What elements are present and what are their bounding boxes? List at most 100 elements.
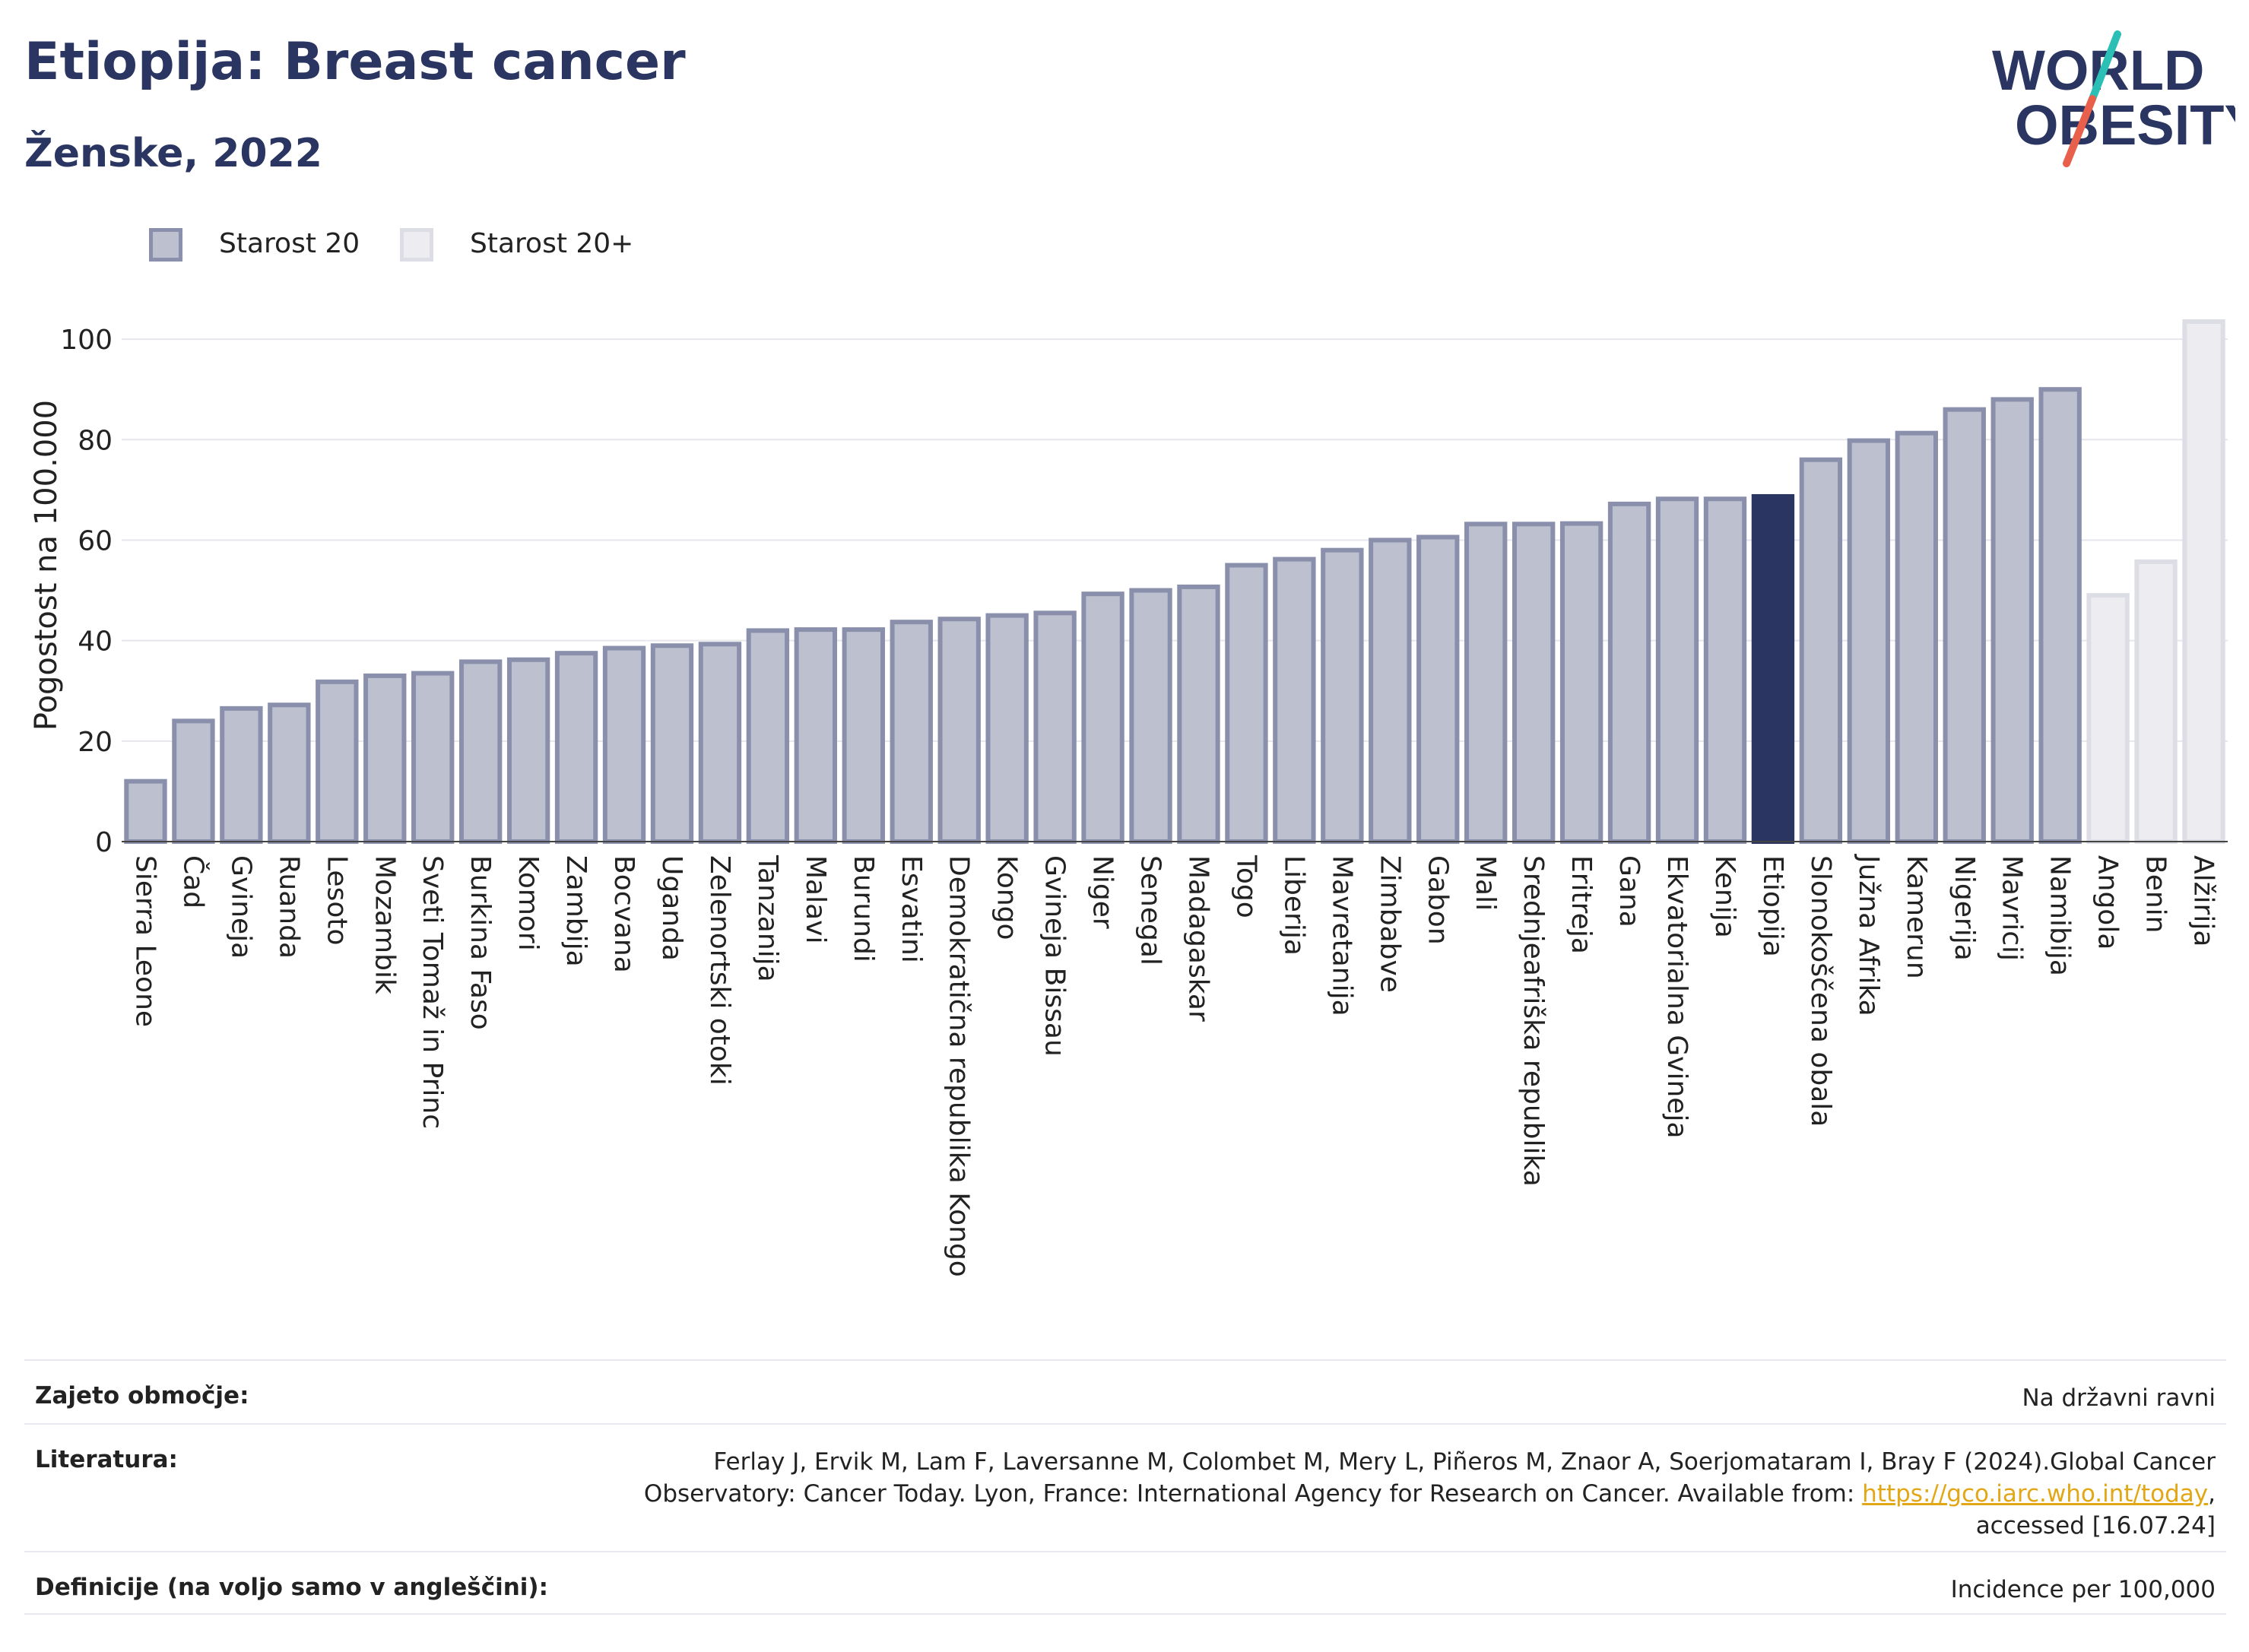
bar-kongo <box>985 613 1029 844</box>
x-tick-label-lesoto: Lesoto <box>321 855 352 946</box>
footer-table: Zajeto območje: Na državni ravni Literat… <box>24 1359 2226 1615</box>
bar-gana <box>1607 501 1651 844</box>
literature-line-2: Observatory: Cancer Today. Lyon, France:… <box>644 1478 2216 1510</box>
bar-liberija <box>1273 556 1316 844</box>
y-axis-title: Pogostost na 100.000 <box>29 400 64 731</box>
x-tick-label-zelenortski-otoki: Zelenortski otoki <box>704 855 735 1086</box>
bar-bocvana <box>602 645 646 844</box>
y-tick-label-100: 100 <box>60 325 113 356</box>
footer-row-coverage: Zajeto območje: Na državni ravni <box>24 1359 2226 1423</box>
legend-label-starost-20-plus: Starost 20+ <box>470 228 634 259</box>
bar-niger <box>1081 591 1124 844</box>
y-tick-label-60: 60 <box>78 525 113 556</box>
gco-link[interactable]: https://gco.iarc.who.int/today <box>1862 1480 2209 1508</box>
x-tick-label-mozambik: Mozambik <box>369 855 400 994</box>
definitions-value: Incidence per 100,000 <box>1950 1576 2216 1603</box>
bar-zambija <box>554 651 598 844</box>
bar-nigerija <box>1943 407 1986 845</box>
bar-srednjeafriska-republika <box>1511 522 1556 844</box>
bar-esvatini <box>890 620 933 844</box>
y-tick-label-0: 0 <box>95 827 113 858</box>
bar-mavricij <box>1990 397 2034 844</box>
x-tick-label-etiopija: Etiopija <box>1757 855 1788 957</box>
bar-togo <box>1225 563 1268 844</box>
bar-sveti-tomaz-in-princ <box>411 671 455 844</box>
definitions-label: Definicije (na voljo samo v angleščini): <box>35 1574 548 1601</box>
x-tick-label-sierra-leone: Sierra Leone <box>129 855 160 1027</box>
x-tick-label-namibija: Namibija <box>2044 855 2076 976</box>
logo-text-obesity: OBESITY <box>2015 94 2235 157</box>
x-tick-label-mali: Mali <box>1470 855 1501 911</box>
x-tick-label-senegal: Senegal <box>1135 855 1166 966</box>
bar-mavretanija <box>1321 547 1364 844</box>
bar-mozambik <box>363 673 407 844</box>
x-tick-label-zimbabve: Zimbabve <box>1374 855 1405 993</box>
x-tick-label-cad: Čad <box>177 855 209 908</box>
x-tick-label-mavricij: Mavricij <box>1997 855 2028 961</box>
x-tick-label-bocvana: Bocvana <box>608 855 639 973</box>
x-tick-label-alzirija: Alžirija <box>2188 855 2219 946</box>
x-tick-label-slonokoscena-obala: Slonokoščena obala <box>1805 855 1836 1127</box>
bar-lesoto <box>316 679 359 845</box>
bar-burkina-faso <box>458 659 503 844</box>
literature-line-2-text: Observatory: Cancer Today. Lyon, France:… <box>643 1480 1863 1508</box>
coverage-value: Na državni ravni <box>2022 1384 2216 1412</box>
x-tick-label-madagaskar: Madagaskar <box>1182 855 1213 1022</box>
bar-zimbabve <box>1369 537 1412 844</box>
bar-cad <box>172 718 215 845</box>
x-tick-label-benin: Benin <box>2140 855 2171 933</box>
bar-juzna-afrika <box>1847 438 1891 844</box>
bar-eritreja <box>1559 521 1603 844</box>
x-tick-label-angola: Angola <box>2092 855 2124 950</box>
chart-subtitle: Ženske, 2022 <box>24 131 322 176</box>
x-tick-label-komori: Komori <box>512 855 544 951</box>
footer-row-literature: Literatura: Ferlay J, Ervik M, Lam F, La… <box>24 1423 2226 1551</box>
bar-zelenortski-otoki <box>698 642 742 844</box>
x-tick-label-gana: Gana <box>1613 855 1645 927</box>
x-tick-label-juzna-afrika: Južna Afrika <box>1853 854 1884 1016</box>
x-tick-label-srednjeafriska-republika: Srednjeafriška republika <box>1518 855 1549 1187</box>
bar-alzirija <box>2182 319 2225 844</box>
x-tick-label-nigerija: Nigerija <box>1949 855 1980 961</box>
literature-line-1: Ferlay J, Ervik M, Lam F, Laversanne M, … <box>713 1448 2216 1476</box>
logo-accent-coral <box>2063 95 2096 167</box>
x-tick-label-eritreja: Eritreja <box>1565 855 1597 954</box>
chart-title: Etiopija: Breast cancer <box>24 32 686 92</box>
x-tick-label-demokraticna-republika-kongo: Demokratična republika Kongo <box>944 855 975 1277</box>
x-tick-label-zambija: Zambija <box>560 855 592 967</box>
coverage-label: Zajeto območje: <box>35 1382 249 1409</box>
x-tick-label-burundi: Burundi <box>848 855 879 962</box>
bar-angola <box>2086 593 2130 844</box>
x-tick-label-kamerun: Kamerun <box>1901 855 1932 979</box>
bar-gvineja-bissau <box>1033 610 1077 844</box>
bar-chart: 0 20 40 60 80 100 Pogostost na 100.000 Sierra L… <box>29 319 2228 1277</box>
x-tick-label-mavretanija: Mavretanija <box>1326 855 1357 1016</box>
bar-gvineja <box>220 706 263 844</box>
x-tick-label-togo: Togo <box>1230 855 1261 918</box>
bar-ruanda <box>268 702 311 844</box>
x-tick-label-gvineja: Gvineja <box>225 855 256 959</box>
bar-sierra-leone <box>124 778 167 845</box>
y-tick-label-80: 80 <box>78 425 113 456</box>
x-tick-label-malavi: Malavi <box>800 855 831 944</box>
bar-ekvatorialna-gvineja <box>1655 496 1699 844</box>
x-tick-label-ekvatorialna-gvineja: Ekvatorialna Gvineja <box>1661 855 1692 1139</box>
x-tick-label-niger: Niger <box>1087 855 1118 929</box>
bar-slonokoscena-obala <box>1799 457 1843 845</box>
x-tick-label-liberija: Liberija <box>1278 855 1309 956</box>
bar-demokraticna-republika-kongo <box>937 617 981 844</box>
literature-label: Literatura: <box>35 1446 178 1473</box>
y-tick-label-40: 40 <box>78 626 113 658</box>
x-tick-label-kenija: Kenija <box>1709 855 1740 938</box>
bar-senegal <box>1129 588 1172 844</box>
x-tick-label-esvatini: Esvatini <box>896 855 927 963</box>
bar-madagaskar <box>1177 584 1220 844</box>
x-tick-label-kongo: Kongo <box>991 855 1023 940</box>
bar-namibija <box>2038 387 2082 844</box>
x-tick-label-sveti-tomaz-in-princ: Sveti Tomaž in Princ <box>417 855 448 1129</box>
bar-kamerun <box>1895 430 1938 844</box>
x-tick-label-tanzanija: Tanzanija <box>752 855 783 982</box>
bar-tanzanija <box>746 628 790 844</box>
legend-label-starost-20: Starost 20 <box>219 228 360 259</box>
bar-gabon <box>1416 534 1460 844</box>
